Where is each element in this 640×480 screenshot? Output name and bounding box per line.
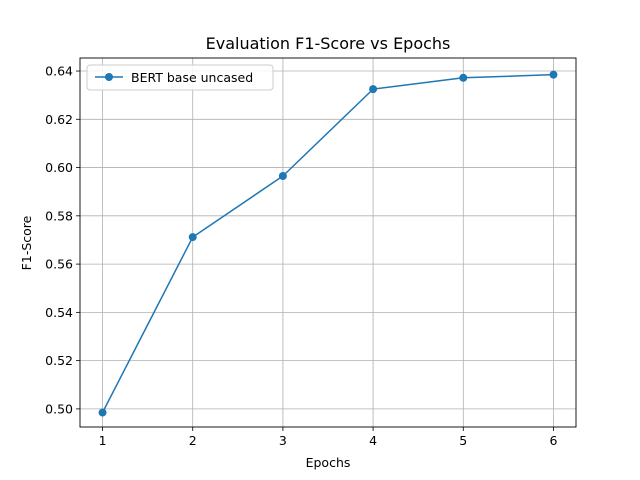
y-tick-label: 0.62 [45, 112, 73, 127]
y-tick-label: 0.54 [45, 305, 73, 320]
data-point [98, 408, 107, 417]
data-point [188, 233, 197, 242]
x-axis-label: Epochs [306, 455, 351, 470]
y-tick-label: 0.58 [45, 208, 73, 223]
y-tick-label: 0.50 [45, 401, 73, 416]
data-point [459, 73, 468, 82]
data-point [278, 172, 287, 181]
data-point [549, 70, 558, 79]
y-axis-label: F1-Score [19, 215, 34, 270]
y-tick-label: 0.60 [45, 160, 73, 175]
series-layer [98, 70, 558, 417]
x-tick-label: 2 [189, 433, 197, 448]
chart-title: Evaluation F1-Score vs Epochs [206, 34, 451, 53]
y-tick-label: 0.52 [45, 353, 73, 368]
x-tick-label: 6 [549, 433, 557, 448]
x-tick-label: 4 [369, 433, 377, 448]
legend-entry-label: BERT base uncased [131, 70, 253, 85]
legend: BERT base uncased [86, 64, 274, 91]
grid-lines [80, 58, 576, 427]
y-tick-label: 0.64 [45, 64, 73, 79]
x-tick-label: 1 [99, 433, 107, 448]
legend-marker-swatch [105, 73, 113, 81]
plot-area-frame [79, 57, 577, 428]
data-point [369, 85, 378, 94]
series-line [101, 73, 554, 413]
axis-ticks: 1 2 3 4 5 6 0.50 0.52 0.54 0.56 0.58 0.60 0.62 0.64 [45, 64, 557, 448]
x-tick-label: 3 [279, 433, 287, 448]
y-tick-label: 0.56 [45, 257, 73, 272]
x-tick-label: 5 [459, 433, 467, 448]
legend-box [86, 64, 274, 91]
